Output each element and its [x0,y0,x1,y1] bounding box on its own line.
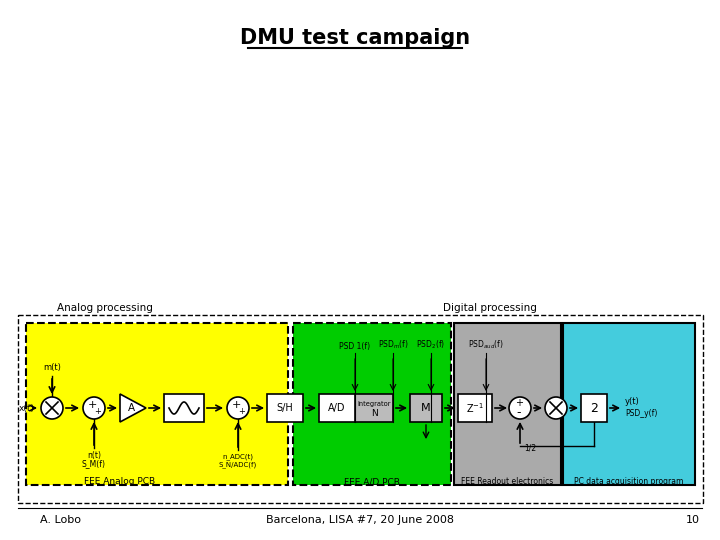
Text: m(t): m(t) [43,363,61,372]
Bar [563,323,695,485]
Text: A: A [127,403,135,413]
Bar [267,394,303,422]
Text: +: + [515,398,523,408]
Text: Barcelona, LISA #7, 20 June 2008: Barcelona, LISA #7, 20 June 2008 [266,515,454,525]
Bar [458,394,492,422]
Text: N: N [371,409,377,418]
Text: FEE Analog PCB: FEE Analog PCB [84,477,156,487]
Text: +: + [94,408,102,416]
Bar [454,323,561,485]
Text: FEE A/D PCB: FEE A/D PCB [344,477,400,487]
Text: PC data acquisition program: PC data acquisition program [575,477,684,487]
Bar [319,394,355,422]
Text: Analog processing: Analog processing [57,303,153,313]
Bar [581,394,607,422]
Circle shape [41,397,63,419]
Text: -: - [517,407,521,420]
Bar [18,315,703,503]
Text: PSD 1(f): PSD 1(f) [339,342,371,351]
Text: A. Lobo: A. Lobo [40,515,81,525]
Text: S/H: S/H [276,403,293,413]
Circle shape [509,397,531,419]
Bar [355,394,393,422]
Text: y(t): y(t) [625,397,640,407]
Text: n(t): n(t) [87,451,101,460]
Bar [410,394,442,422]
Text: PSD$_{2}$(f): PSD$_{2}$(f) [416,339,446,351]
Text: n_ADC(t): n_ADC(t) [222,453,253,460]
Text: PSD$_{m}$(f): PSD$_{m}$(f) [377,339,408,351]
Text: Digital processing: Digital processing [443,303,537,313]
Text: M: M [421,403,431,413]
Bar [164,394,204,422]
Circle shape [545,397,567,419]
Text: 10: 10 [686,515,700,525]
Text: +: + [87,400,96,410]
Text: Z$^{-1}$: Z$^{-1}$ [466,401,484,415]
Text: 2: 2 [590,402,598,415]
Text: A/D: A/D [328,403,346,413]
Text: +: + [238,408,246,416]
Circle shape [227,397,249,419]
Bar [26,323,288,485]
Circle shape [83,397,105,419]
Text: DMU test campaign: DMU test campaign [240,28,470,48]
Bar [293,323,451,485]
Text: Integrator: Integrator [357,401,391,407]
Text: x(t): x(t) [19,403,35,413]
Polygon shape [120,394,146,422]
Text: PSD$_{aud}$(f): PSD$_{aud}$(f) [468,339,504,351]
Text: FEE Readout electronics: FEE Readout electronics [461,477,553,487]
Text: PSD_y(f): PSD_y(f) [625,408,657,417]
Text: S_N/ADC(f): S_N/ADC(f) [219,461,257,468]
Text: 1/2: 1/2 [524,443,536,453]
Text: +: + [231,400,240,410]
Text: S_M(f): S_M(f) [82,459,106,468]
